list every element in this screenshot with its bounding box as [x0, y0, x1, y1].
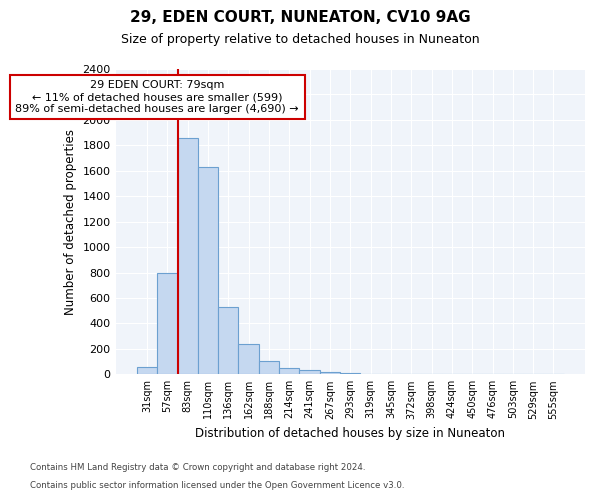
Y-axis label: Number of detached properties: Number of detached properties: [64, 128, 77, 314]
Text: 29, EDEN COURT, NUNEATON, CV10 9AG: 29, EDEN COURT, NUNEATON, CV10 9AG: [130, 10, 470, 25]
Text: 29 EDEN COURT: 79sqm
← 11% of detached houses are smaller (599)
89% of semi-deta: 29 EDEN COURT: 79sqm ← 11% of detached h…: [16, 80, 299, 114]
Bar: [299, 370, 320, 374]
Bar: [198, 167, 218, 374]
Bar: [259, 361, 279, 374]
Bar: [137, 368, 157, 374]
Bar: [218, 307, 238, 374]
Bar: [157, 272, 178, 374]
Text: Size of property relative to detached houses in Nuneaton: Size of property relative to detached ho…: [121, 32, 479, 46]
Bar: [320, 372, 340, 374]
Text: Contains HM Land Registry data © Crown copyright and database right 2024.: Contains HM Land Registry data © Crown c…: [30, 464, 365, 472]
Bar: [178, 138, 198, 374]
Bar: [238, 344, 259, 374]
Bar: [279, 368, 299, 374]
Text: Contains public sector information licensed under the Open Government Licence v3: Contains public sector information licen…: [30, 481, 404, 490]
X-axis label: Distribution of detached houses by size in Nuneaton: Distribution of detached houses by size …: [195, 427, 505, 440]
